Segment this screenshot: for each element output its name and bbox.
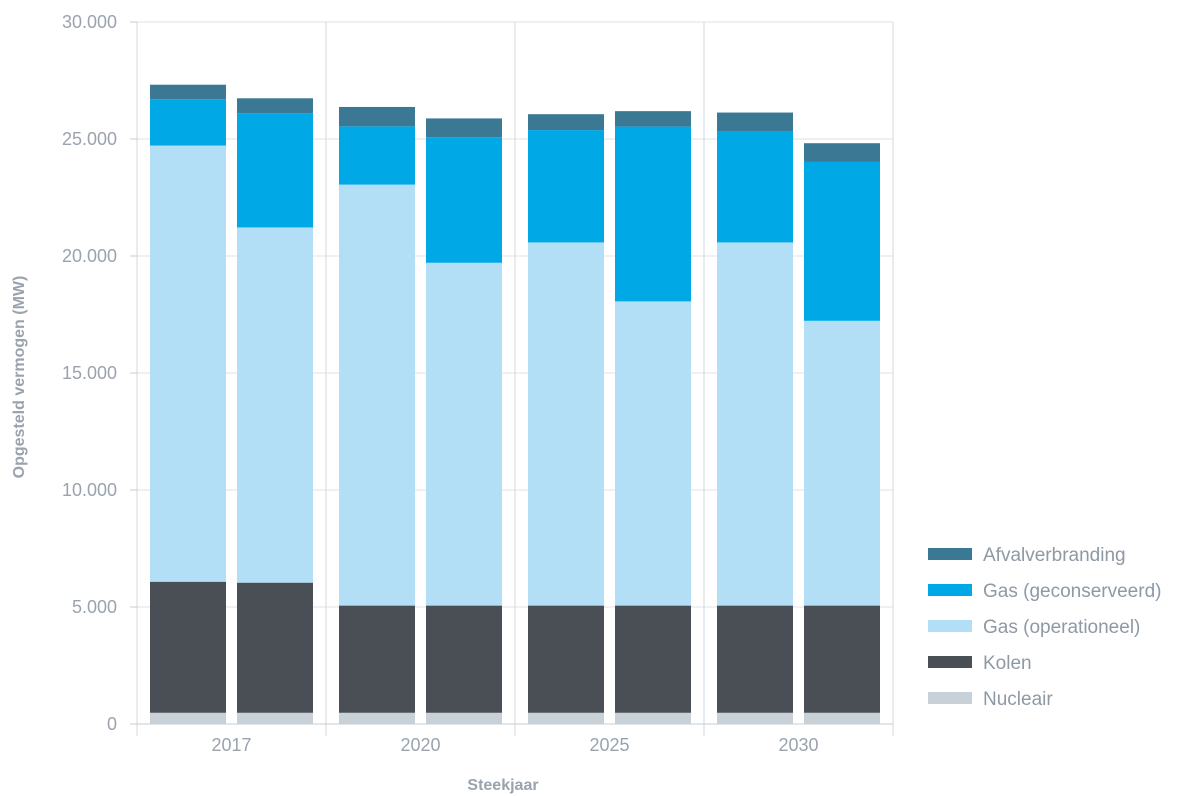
bar-segment-gas-operationeel [150, 145, 226, 582]
x-tick-label: 2017 [211, 735, 251, 755]
axes [130, 21, 893, 725]
x-axis-title: Steekjaar [467, 777, 538, 794]
x-tick-label: 2020 [400, 735, 440, 755]
bar-segment-gas-operationeel [237, 227, 313, 583]
legend-swatch [928, 584, 972, 596]
legend-label: Gas (geconserveerd) [983, 581, 1161, 602]
bar-segment-afvalverbranding [615, 111, 691, 127]
bar-segment-nucleair [237, 712, 313, 724]
bar-segment-gas-operationeel [426, 262, 502, 606]
bar-segment-gas-geconserveerd [339, 126, 415, 185]
y-tick-label: 30.000 [62, 12, 117, 32]
x-tick-label: 2030 [778, 735, 818, 755]
y-tick-label: 0 [107, 714, 117, 734]
bar-segment-afvalverbranding [804, 143, 880, 162]
bar-segment-gas-geconserveerd [615, 126, 691, 302]
bar-segment-afvalverbranding [237, 98, 313, 114]
bar-segment-nucleair [528, 712, 604, 724]
bar-segment-gas-geconserveerd [426, 137, 502, 263]
legend-item: Gas (geconserveerd) [928, 581, 1161, 602]
bar-segment-nucleair [615, 712, 691, 724]
y-tick-label: 25.000 [62, 129, 117, 149]
bar-segment-gas-operationeel [339, 184, 415, 606]
bar-segment-kolen [528, 605, 604, 713]
bar-segment-afvalverbranding [426, 118, 502, 138]
legend-swatch [928, 656, 972, 668]
legend-item: Kolen [928, 653, 1032, 674]
legend-item: Nucleair [928, 689, 1053, 710]
bar-segment-gas-geconserveerd [528, 130, 604, 243]
legend-label: Kolen [983, 653, 1032, 674]
legend-label: Afvalverbranding [983, 545, 1126, 566]
y-tick-label: 10.000 [62, 480, 117, 500]
legend-swatch [928, 620, 972, 632]
bar-segment-nucleair [150, 712, 226, 724]
bar-segment-gas-geconserveerd [804, 161, 880, 321]
bar-segment-afvalverbranding [150, 84, 226, 100]
legend-label: Nucleair [983, 689, 1053, 710]
y-tick-label: 20.000 [62, 246, 117, 266]
bar-segment-gas-operationeel [528, 242, 604, 606]
bar-segment-afvalverbranding [717, 112, 793, 132]
bar-segment-kolen [339, 605, 415, 713]
bar-segment-kolen [615, 605, 691, 713]
bar-segment-afvalverbranding [528, 114, 604, 131]
bar-segment-nucleair [339, 712, 415, 724]
legend-label: Gas (operationeel) [983, 617, 1140, 638]
bar-segment-kolen [237, 582, 313, 713]
y-tick-labels: 0 5.000 10.000 15.000 20.000 25.000 30.000 [62, 12, 117, 734]
bar-segment-gas-geconserveerd [237, 113, 313, 228]
bar-segment-gas-geconserveerd [717, 131, 793, 243]
legend: Afvalverbranding Gas (geconserveerd) Gas (… [928, 545, 1161, 710]
bar-segment-kolen [150, 581, 226, 713]
bar-segment-nucleair [717, 712, 793, 724]
bars [150, 84, 880, 724]
bar-segment-kolen [804, 605, 880, 713]
bar-segment-gas-operationeel [615, 301, 691, 606]
bar-segment-kolen [717, 605, 793, 713]
legend-item: Gas (operationeel) [928, 617, 1140, 638]
legend-item: Afvalverbranding [928, 545, 1126, 566]
y-tick-label: 15.000 [62, 363, 117, 383]
bar-segment-gas-geconserveerd [150, 99, 226, 146]
x-tick-label: 2025 [589, 735, 629, 755]
x-tick-labels: 2017 2020 2025 2030 [211, 735, 818, 755]
bar-segment-gas-operationeel [717, 242, 793, 606]
bar-segment-afvalverbranding [339, 106, 415, 127]
legend-swatch [928, 548, 972, 560]
bar-segment-kolen [426, 605, 502, 713]
bar-segment-gas-operationeel [804, 320, 880, 606]
y-tick-label: 5.000 [72, 597, 117, 617]
legend-swatch [928, 692, 972, 704]
y-axis-title: Opgesteld vermogen (MW) [11, 276, 28, 479]
bar-segment-nucleair [426, 712, 502, 724]
bar-segment-nucleair [804, 712, 880, 724]
